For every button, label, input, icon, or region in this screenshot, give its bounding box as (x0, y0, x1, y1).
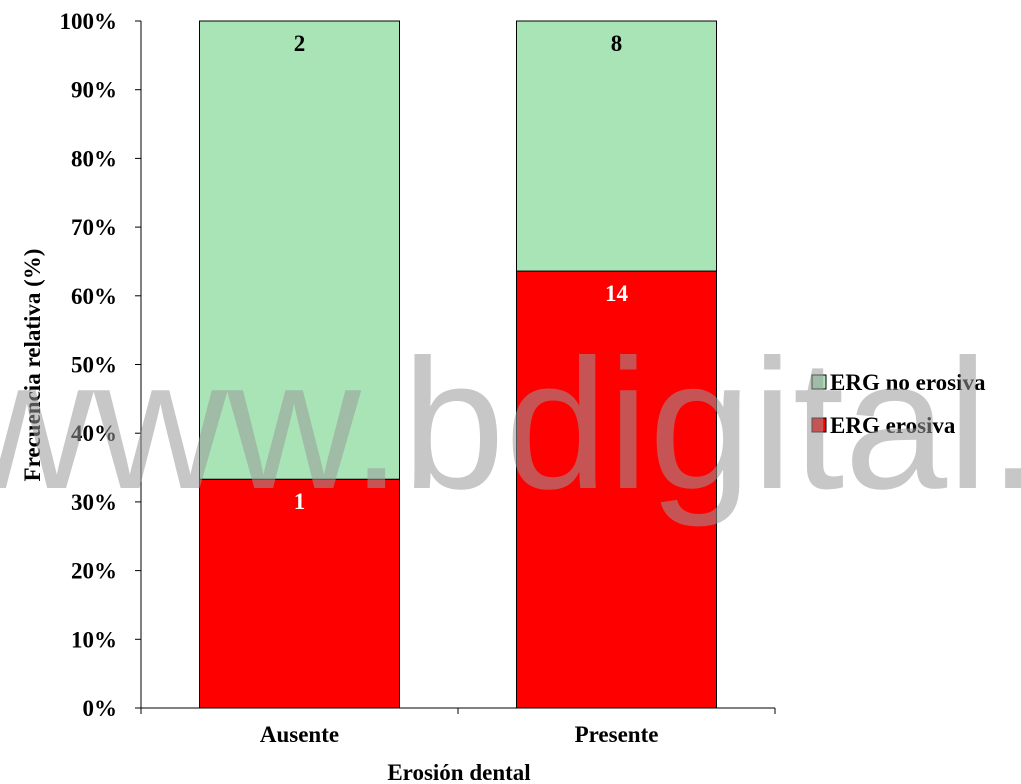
bar-segment-no-erosiva-ausente (199, 20, 400, 480)
watermark-text: www.bdigital.ula.ve (0, 322, 1021, 528)
y-tick-label: 0% (83, 696, 118, 721)
bar-count-label: 2 (294, 31, 306, 56)
y-tick-label: 60% (71, 284, 117, 309)
bar-segment-erosiva-ausente (199, 478, 400, 709)
y-axis-title: Frecuencia relativa (%) (20, 249, 45, 482)
legend-swatch (811, 417, 827, 433)
y-tick-label: 40% (71, 421, 117, 446)
bars-layer (199, 20, 717, 709)
legend: ERG no erosiva ERG erosiva (811, 370, 986, 438)
y-tick-label: 10% (71, 627, 117, 652)
bar-labels-layer: 1 2 14 8 (294, 31, 629, 514)
x-axis-title: Erosión dental (387, 760, 530, 784)
x-tick-labels: Ausente Presente (260, 722, 659, 747)
y-tick-label: 50% (71, 353, 117, 378)
y-tick-label: 80% (71, 146, 117, 171)
y-tick-label: 30% (71, 490, 117, 515)
y-tick-label: 90% (71, 78, 117, 103)
x-tick-label: Ausente (260, 722, 339, 747)
legend-label: ERG erosiva (830, 413, 956, 438)
axes-layer (135, 20, 776, 714)
bar-count-label: 14 (605, 281, 629, 306)
y-tick-label: 20% (71, 559, 117, 584)
legend-label: ERG no erosiva (830, 370, 986, 395)
y-tick-label: 100% (60, 9, 118, 34)
y-tick-label: 70% (71, 215, 117, 240)
legend-swatch (811, 374, 827, 390)
y-tick-labels: 0% 10% 20% 30% 40% 50% 60% 70% 80% 90% 100% (60, 9, 118, 721)
bar-count-label: 8 (611, 31, 623, 56)
x-tick-label: Presente (575, 722, 659, 747)
bar-segment-no-erosiva-presente (516, 20, 717, 272)
bar-count-label: 1 (294, 489, 306, 514)
